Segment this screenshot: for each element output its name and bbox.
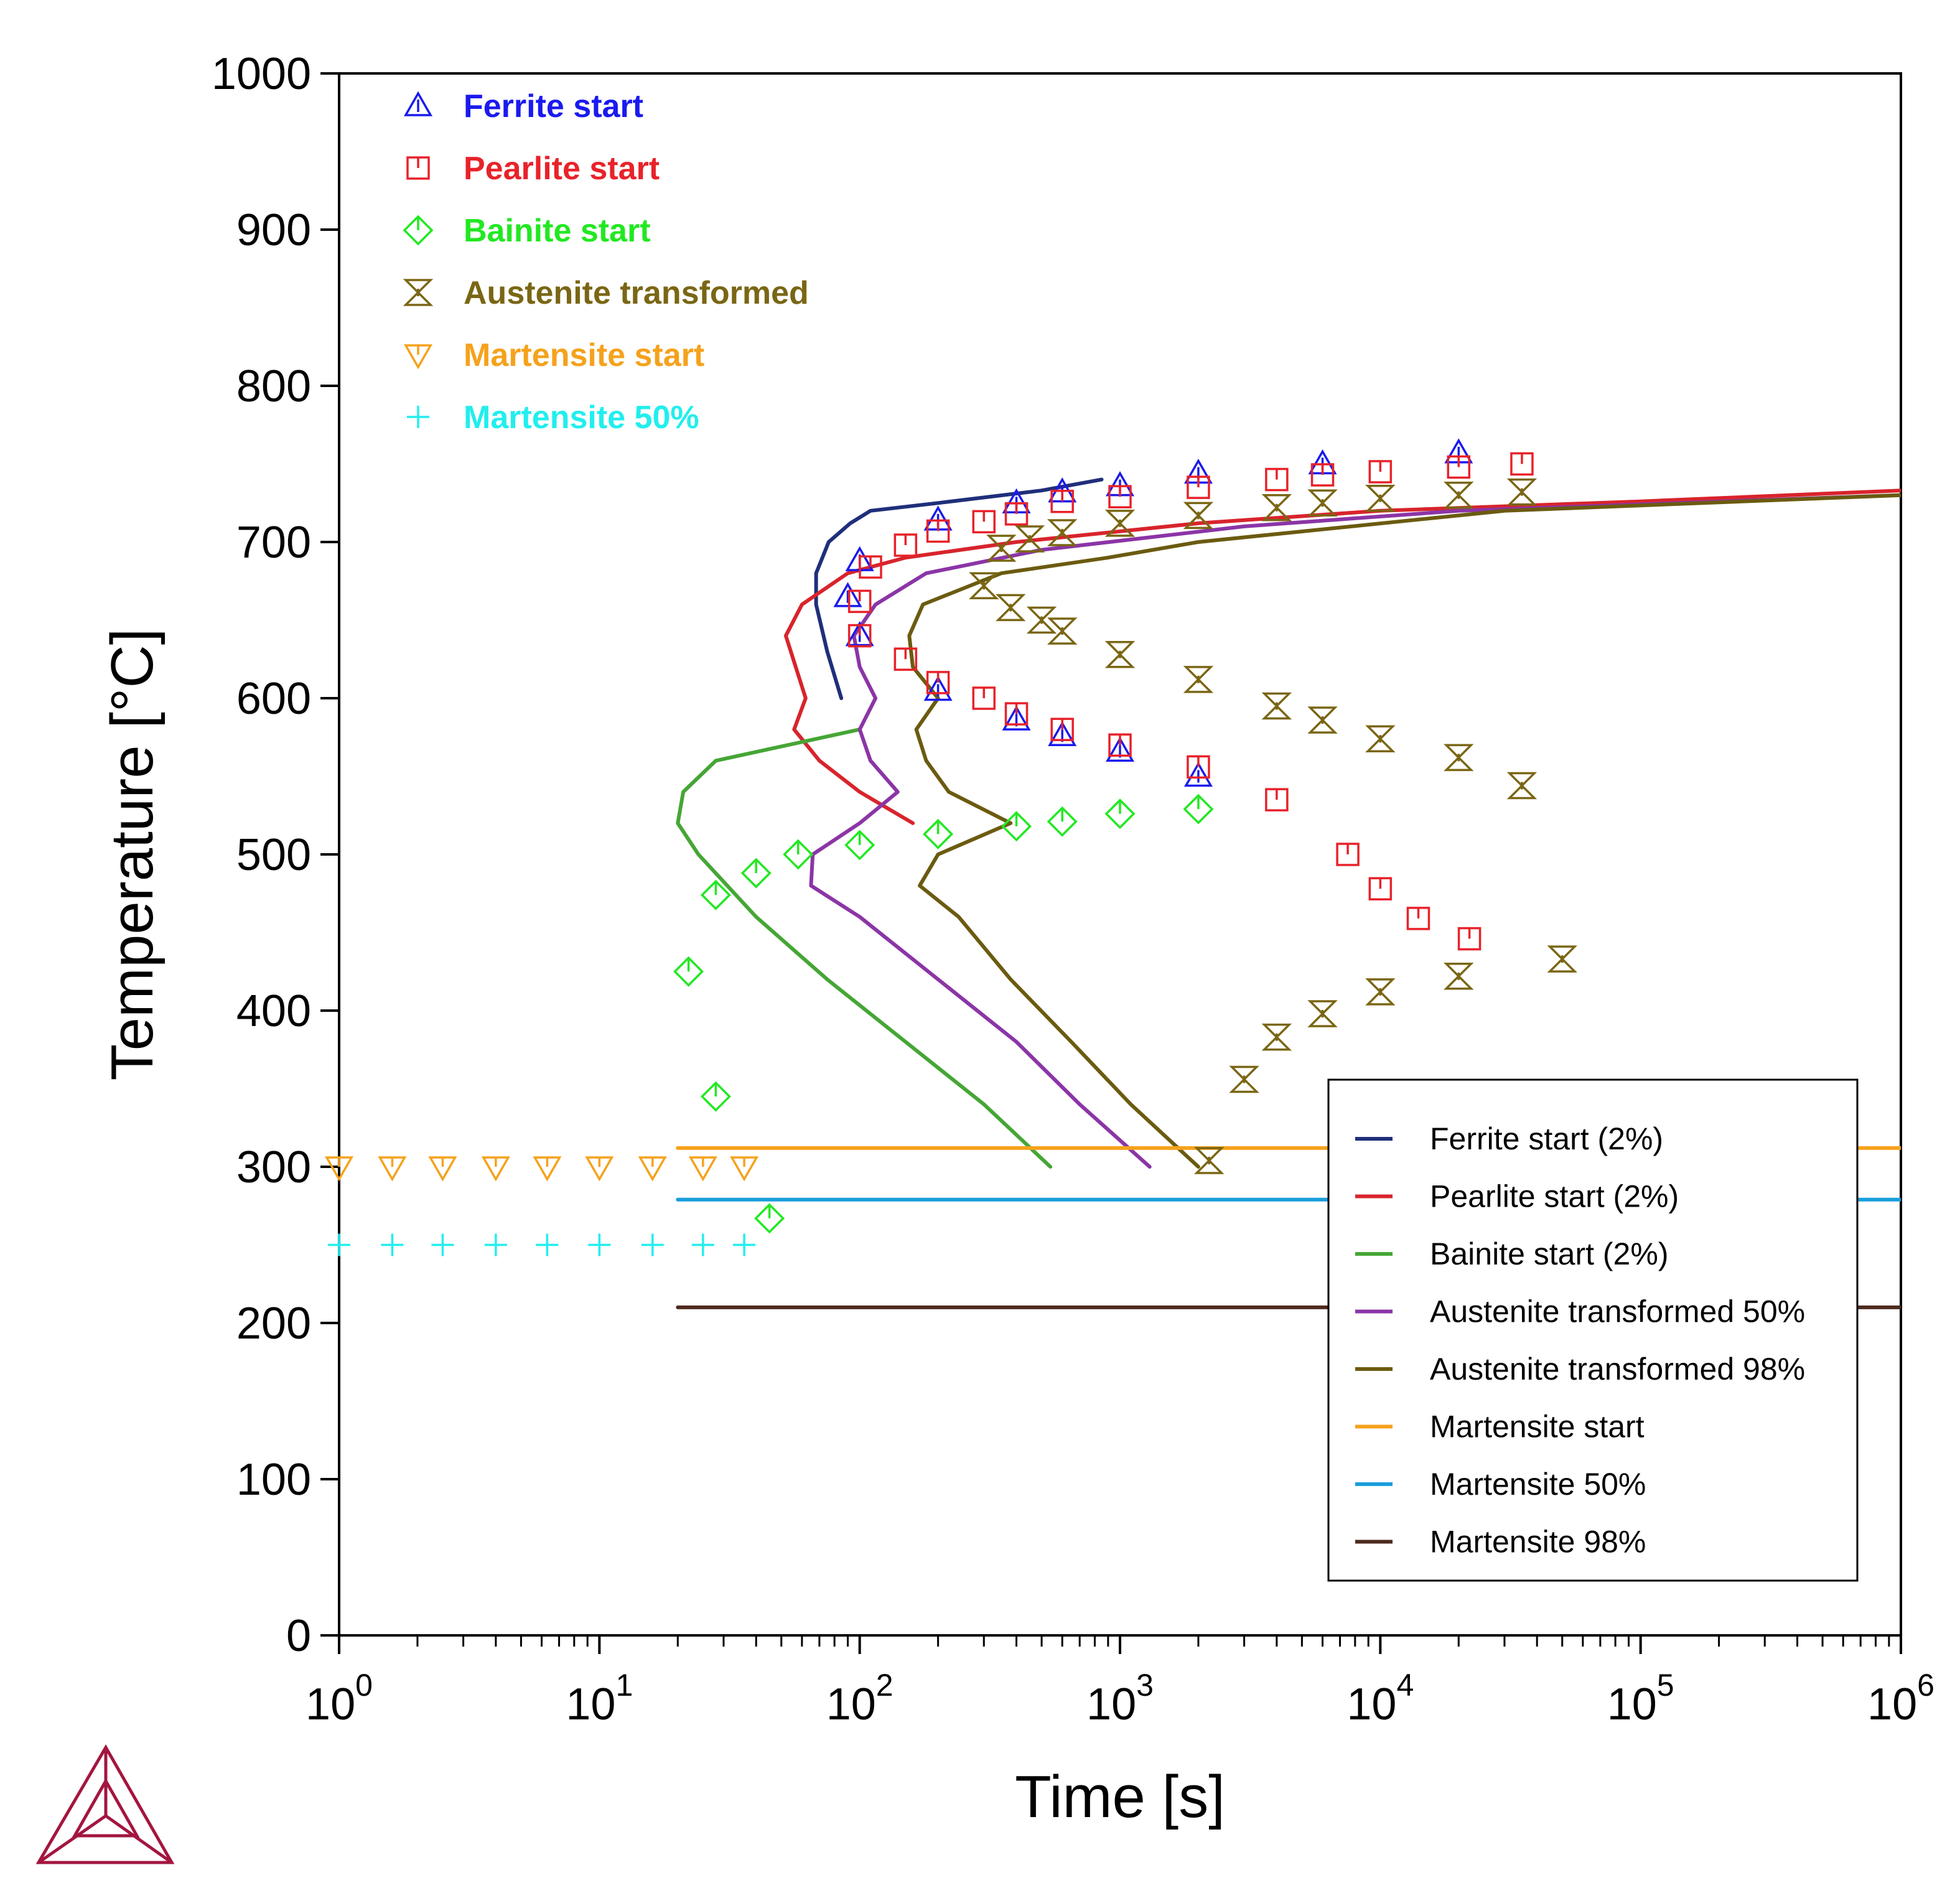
marker-legend-label: Ferrite start <box>464 88 643 124</box>
data-marker <box>1444 744 1474 772</box>
x-axis-title: Time [s] <box>1015 1764 1225 1830</box>
series-line <box>814 477 1104 700</box>
line-legend-label: Austenite transformed 50% <box>1430 1294 1805 1329</box>
marker-legend-symbol <box>403 279 434 306</box>
line-legend-label: Martensite start <box>1430 1409 1645 1444</box>
line-legend-box <box>1327 1078 1859 1582</box>
data-marker <box>1105 736 1135 762</box>
series-markers <box>324 438 1577 1256</box>
marker-legend-label: Austenite transformed <box>464 275 809 311</box>
x-tick-label: 101 <box>566 1668 633 1729</box>
marker-legend-symbol <box>403 215 434 246</box>
data-marker <box>995 594 1026 622</box>
x-tick-label: 100 <box>306 1668 373 1729</box>
x-tick-label: 105 <box>1607 1668 1674 1729</box>
line-legend-label: Martensite 98% <box>1430 1525 1646 1559</box>
data-marker <box>1014 525 1045 553</box>
y-tick-label: 1000 <box>212 49 311 99</box>
y-tick-label: 0 <box>286 1611 311 1661</box>
data-marker <box>1506 772 1538 800</box>
y-tick-label: 100 <box>236 1455 311 1505</box>
data-marker <box>1365 725 1396 753</box>
data-marker <box>754 1203 785 1234</box>
line-legend-label: Pearlite start (2%) <box>1430 1179 1679 1214</box>
y-tick-label: 800 <box>236 362 311 411</box>
line-legend: Ferrite start (2%) Pearlite start (2%) Bai… <box>1327 1078 1859 1582</box>
y-tick-label: 700 <box>236 518 311 568</box>
data-marker <box>1047 617 1078 645</box>
series-line <box>783 488 1901 825</box>
data-marker <box>1506 478 1538 506</box>
data-marker <box>1183 793 1214 825</box>
data-marker <box>783 839 814 870</box>
data-marker <box>969 572 999 600</box>
thermo-calc-logo-icon <box>35 1744 175 1864</box>
data-marker <box>1307 1000 1338 1027</box>
x-tick-label: 103 <box>1086 1668 1154 1729</box>
data-marker <box>1104 640 1136 668</box>
marker-legend-label: Pearlite start <box>464 151 660 187</box>
data-marker <box>740 858 772 889</box>
series-line <box>907 493 1901 1169</box>
data-marker <box>1048 721 1077 746</box>
series-lines <box>676 477 1901 1309</box>
data-marker <box>1307 489 1338 516</box>
data-marker <box>833 582 862 607</box>
data-marker <box>1183 761 1213 787</box>
marker-legend-label: Martensite start <box>464 337 704 373</box>
data-marker <box>1261 692 1292 720</box>
data-marker <box>986 535 1017 562</box>
data-marker <box>1444 481 1474 509</box>
data-marker <box>1261 494 1292 521</box>
axes: 0 100 200 300 400 500 600 700 800 900 1000 100 101 10… <box>212 49 1934 1729</box>
data-marker <box>700 879 731 910</box>
data-marker <box>1365 978 1396 1006</box>
data-marker <box>1047 806 1078 837</box>
y-tick-label: 500 <box>236 830 311 880</box>
series-line <box>809 493 1901 1169</box>
marker-legend-label: Bainite start <box>464 213 651 249</box>
data-marker <box>1261 1023 1292 1051</box>
y-tick-label: 300 <box>236 1143 311 1192</box>
data-marker <box>1183 666 1214 693</box>
data-marker <box>1104 510 1136 537</box>
y-tick-label: 600 <box>236 674 311 724</box>
line-legend-label: Austenite transformed 98% <box>1430 1352 1805 1386</box>
y-axis-title: Temperature [°C] <box>99 629 166 1081</box>
data-marker <box>923 818 954 849</box>
data-marker <box>1183 502 1214 530</box>
y-tick-label: 400 <box>236 986 311 1036</box>
line-legend-label: Martensite 50% <box>1430 1467 1646 1502</box>
data-marker <box>923 675 953 701</box>
line-legend-label: Ferrite start (2%) <box>1430 1121 1663 1156</box>
data-marker <box>845 621 874 647</box>
marker-legend-label: Martensite 50% <box>464 400 699 436</box>
data-marker <box>1104 798 1136 830</box>
y-tick-label: 200 <box>236 1299 311 1348</box>
data-marker <box>1365 484 1396 512</box>
data-marker <box>1444 963 1474 990</box>
data-marker <box>1229 1065 1259 1093</box>
x-tick-label: 106 <box>1867 1668 1934 1729</box>
marker-legend-symbol <box>403 91 433 116</box>
x-tick-label: 104 <box>1346 1668 1414 1729</box>
data-marker <box>1307 706 1338 734</box>
x-tick-label: 102 <box>826 1668 894 1729</box>
data-marker <box>1047 519 1078 546</box>
data-marker <box>673 956 704 987</box>
data-marker <box>1026 606 1057 634</box>
y-tick-label: 900 <box>236 205 311 255</box>
data-marker <box>1194 1147 1225 1174</box>
marker-legend: Ferrite start Pearlite start Bainite start… <box>403 88 809 436</box>
data-marker <box>1002 705 1031 731</box>
series-line <box>676 727 1053 1169</box>
line-legend-label: Bainite start (2%) <box>1430 1236 1668 1271</box>
data-marker <box>1001 811 1032 842</box>
data-marker <box>1547 945 1577 973</box>
data-marker <box>700 1081 731 1112</box>
data-marker <box>844 830 875 861</box>
